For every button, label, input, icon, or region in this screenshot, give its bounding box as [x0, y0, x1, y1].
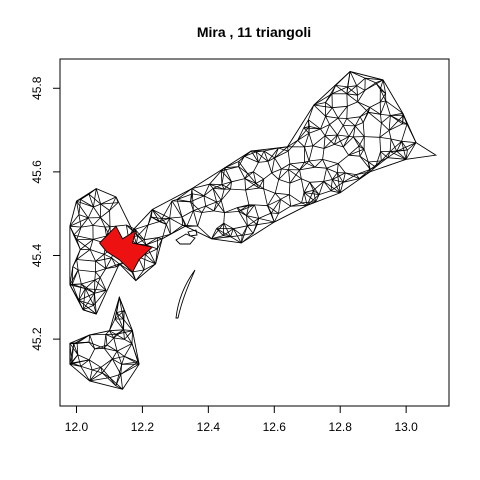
x-tick-label: 12.2 — [131, 420, 155, 434]
plot-title: Mira , 11 triangoli — [197, 24, 311, 40]
y-tick-label: 45.8 — [30, 76, 44, 100]
mesh-edge — [187, 226, 198, 227]
y-tick-label: 45.4 — [30, 243, 44, 267]
x-tick-label: 13.0 — [394, 420, 418, 434]
x-tick-label: 12.4 — [197, 420, 221, 434]
mesh-edge — [223, 223, 224, 235]
mesh-edge — [271, 213, 278, 214]
x-tick-label: 12.6 — [263, 420, 287, 434]
y-tick-label: 45.6 — [30, 160, 44, 184]
mesh-edge — [347, 106, 348, 118]
x-tick-label: 12.8 — [329, 420, 353, 434]
x-tick-label: 12.0 — [65, 420, 89, 434]
mesh-edge — [132, 331, 133, 344]
mesh-edge — [90, 334, 106, 335]
y-tick-label: 45.2 — [30, 327, 44, 351]
